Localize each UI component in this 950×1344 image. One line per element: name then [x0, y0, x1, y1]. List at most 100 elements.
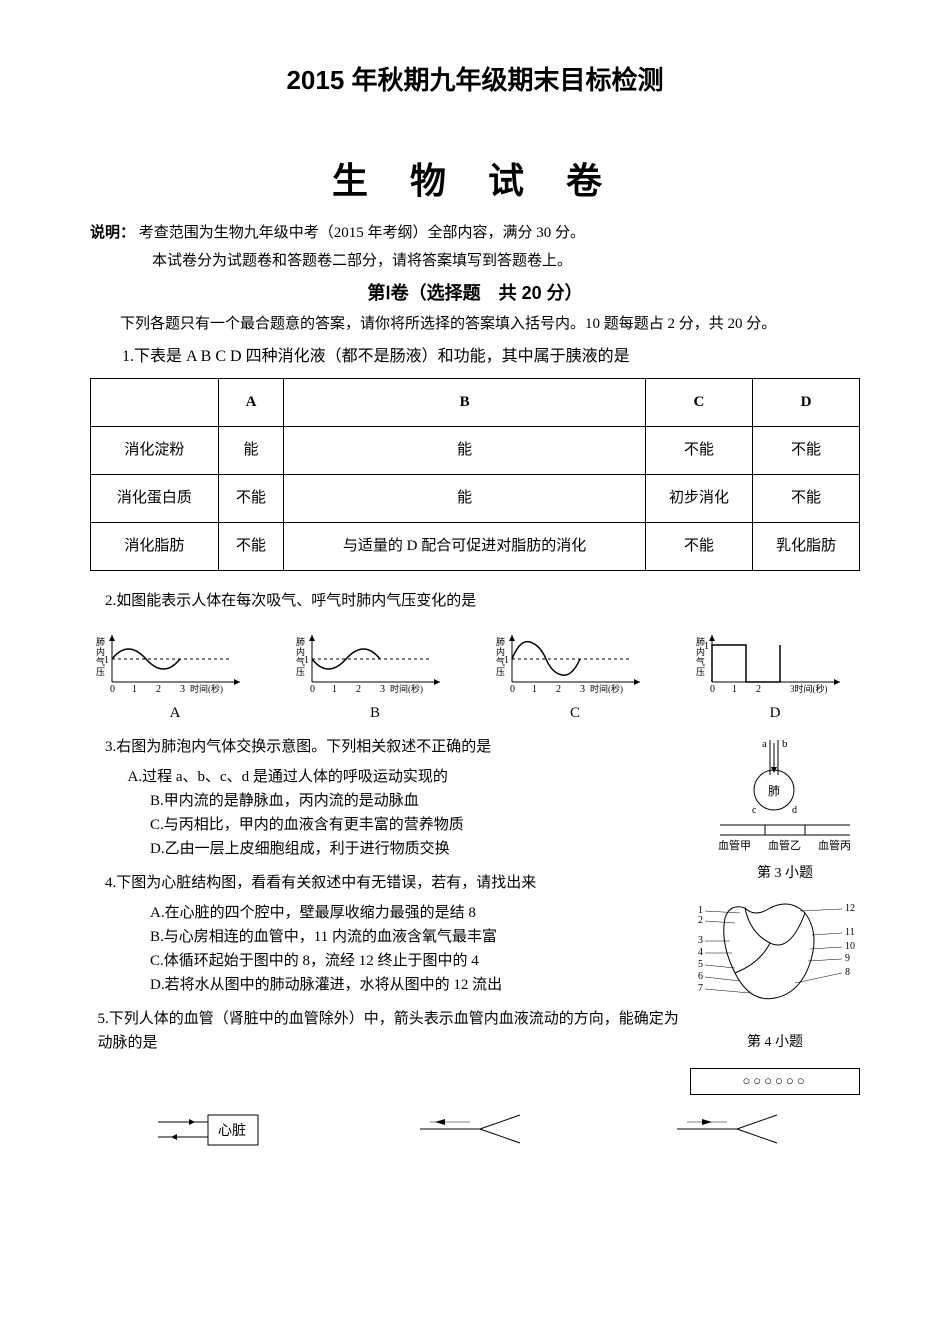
table-cell: 不能	[218, 474, 283, 522]
chart-label-b: B	[370, 701, 380, 725]
table-cell: 不能	[645, 426, 752, 474]
svg-text:1: 1	[332, 684, 337, 695]
svg-text:6: 6	[698, 971, 703, 982]
svg-text:1: 1	[132, 684, 137, 695]
svg-text:1: 1	[104, 655, 109, 666]
q5-figures: 心脏	[90, 1107, 860, 1157]
main-title: 2015 年秋期九年级期末目标检测	[90, 60, 860, 102]
svg-text:2: 2	[698, 915, 703, 926]
table-header-c: C	[645, 378, 752, 426]
svg-text:时间(秒): 时间(秒)	[190, 683, 223, 694]
q1-table: A B C D 消化淀粉 能 能 不能 不能 消化蛋白质 不能 能 初步消化 不…	[90, 378, 860, 571]
table-cell: 不能	[752, 474, 859, 522]
table-cell: 乳化脂肪	[752, 522, 859, 570]
table-header-empty	[91, 378, 219, 426]
svg-text:时间(秒): 时间(秒)	[590, 683, 623, 694]
svg-text:3: 3	[698, 935, 703, 946]
svg-text:0: 0	[710, 684, 715, 695]
q5-fig-a: 心脏	[153, 1107, 283, 1157]
svg-text:10: 10	[845, 941, 855, 952]
svg-text:d: d	[792, 805, 797, 816]
chart-d-svg: 肺 内 气 压 1 0 1 2 3时间(秒)	[690, 627, 860, 697]
svg-text:1: 1	[732, 684, 737, 695]
svg-text:肺: 肺	[496, 637, 505, 647]
q1-intro: 1.下表是 A B C D 四种消化液（都不是肠液）和功能，其中属于胰液的是	[90, 344, 860, 370]
table-row: 消化脂肪 不能 与适量的 D 配合可促进对脂肪的消化 不能 乳化脂肪	[91, 522, 860, 570]
q2-text: 2.如图能表示人体在每次吸气、呼气时肺内气压变化的是	[90, 589, 860, 613]
svg-text:b: b	[782, 738, 788, 750]
q2-chart-d: 肺 内 气 压 1 0 1 2 3时间(秒) D	[690, 627, 860, 725]
svg-text:血管乙: 血管乙	[768, 838, 801, 852]
q5-fig-b	[410, 1107, 540, 1157]
q4-svg: 1 2 3 4 5 6 7 12 11 10 9 8	[690, 893, 860, 1023]
svg-text:血管丙: 血管丙	[818, 838, 851, 852]
q5-fig-c	[667, 1107, 797, 1157]
instructions-line1: 说明： 考查范围为生物九年级中考（2015 年考纲）全部内容，满分 30 分。	[90, 221, 860, 245]
q2-chart-a: 肺 内 气 压 1 0 1 2 3 时间(秒) A	[90, 627, 260, 725]
instructions-text1: 考查范围为生物九年级中考（2015 年考纲）全部内容，满分 30 分。	[139, 225, 585, 241]
table-header-b: B	[284, 378, 646, 426]
table-cell: 能	[218, 426, 283, 474]
q2-chart-b: 肺 内 气 压 1 0 1 2 3 时间(秒) B	[290, 627, 460, 725]
svg-text:压: 压	[696, 667, 705, 677]
svg-text:3: 3	[580, 684, 585, 695]
svg-text:4: 4	[698, 947, 703, 958]
table-header-row: A B C D	[91, 378, 860, 426]
svg-text:压: 压	[96, 667, 105, 677]
svg-text:肺: 肺	[296, 637, 305, 647]
svg-text:c: c	[752, 805, 757, 816]
chart-label-a: A	[170, 701, 181, 725]
svg-text:0: 0	[510, 684, 515, 695]
svg-text:12: 12	[845, 903, 855, 914]
table-cell: 不能	[752, 426, 859, 474]
svg-text:时间(秒): 时间(秒)	[390, 683, 423, 694]
table-header-a: A	[218, 378, 283, 426]
table-row-label: 消化脂肪	[91, 522, 219, 570]
svg-text:8: 8	[845, 967, 850, 978]
heart-label: 心脏	[218, 1123, 246, 1139]
q3-figure-caption: 第 3 小题	[710, 863, 860, 885]
q2-charts: 肺 内 气 压 1 0 1 2 3 时间(秒) A 肺 内 气 压	[90, 627, 860, 725]
table-cell: 与适量的 D 配合可促进对脂肪的消化	[284, 522, 646, 570]
svg-text:1: 1	[704, 641, 709, 652]
chart-label-c: C	[570, 701, 580, 725]
instructions-line2: 本试卷分为试题卷和答题卷二部分，请将答案填写到答题卷上。	[90, 249, 860, 273]
chart-b-svg: 肺 内 气 压 1 0 1 2 3 时间(秒)	[290, 627, 460, 697]
instructions-label: 说明：	[90, 225, 135, 241]
svg-text:1: 1	[504, 655, 509, 666]
svg-text:3: 3	[380, 684, 385, 695]
q2-chart-c: 肺 内 气 压 1 0 1 2 3 时间(秒) C	[490, 627, 660, 725]
section1-instructions: 下列各题只有一个最合题意的答案，请你将所选择的答案填入括号内。10 题每题占 2…	[90, 312, 860, 336]
table-row: 消化蛋白质 不能 能 初步消化 不能	[91, 474, 860, 522]
svg-text:0: 0	[310, 684, 315, 695]
table-row: 消化淀粉 能 能 不能 不能	[91, 426, 860, 474]
svg-text:1: 1	[304, 655, 309, 666]
subtitle: 生 物 试 卷	[90, 152, 860, 210]
svg-text:肺: 肺	[768, 784, 780, 798]
svg-text:1: 1	[532, 684, 537, 695]
chart-c-svg: 肺 内 气 压 1 0 1 2 3 时间(秒)	[490, 627, 660, 697]
svg-text:3: 3	[180, 684, 185, 695]
q4-figure-caption: 第 4 小题	[690, 1032, 860, 1054]
chart-label-d: D	[770, 701, 781, 725]
svg-text:压: 压	[496, 667, 505, 677]
q3-figure: a b 肺 c d 血管甲 血管乙 血管丙 第 3 小题	[710, 735, 860, 886]
table-cell: 不能	[218, 522, 283, 570]
table-row-label: 消化淀粉	[91, 426, 219, 474]
svg-text:肺: 肺	[96, 637, 105, 647]
svg-text:血管甲: 血管甲	[718, 838, 751, 852]
svg-text:2: 2	[756, 684, 761, 695]
table-cell: 初步消化	[645, 474, 752, 522]
table-header-d: D	[752, 378, 859, 426]
q4-figure: 1 2 3 4 5 6 7 12 11 10 9 8 第 4 小题 ○○○○○○	[690, 893, 860, 1095]
chart-a-svg: 肺 内 气 压 1 0 1 2 3 时间(秒)	[90, 627, 260, 697]
svg-text:2: 2	[156, 684, 161, 695]
svg-text:7: 7	[698, 983, 703, 994]
section1-title: 第Ⅰ卷（选择题 共 20 分）	[90, 279, 860, 308]
table-cell: 能	[284, 474, 646, 522]
svg-text:11: 11	[845, 927, 855, 938]
svg-text:9: 9	[845, 953, 850, 964]
svg-text:3时间(秒): 3时间(秒)	[790, 683, 828, 694]
table-cell: 能	[284, 426, 646, 474]
q5-circles-row: ○○○○○○	[690, 1068, 860, 1095]
